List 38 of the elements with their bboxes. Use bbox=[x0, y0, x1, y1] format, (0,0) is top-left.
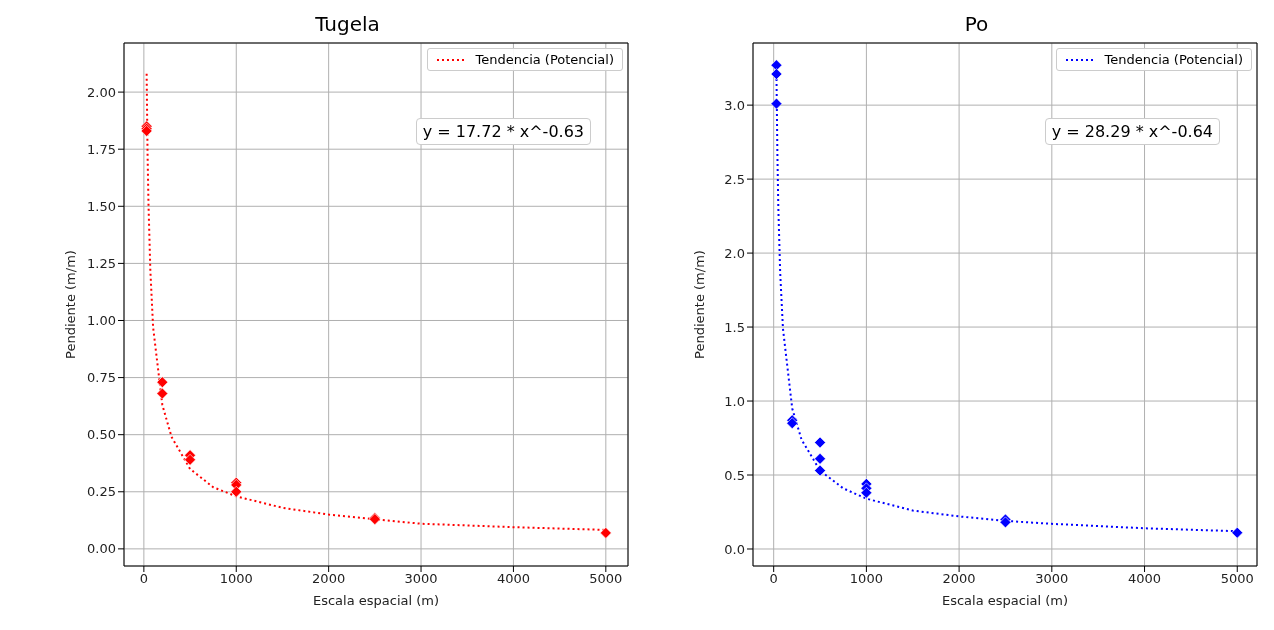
x-tick-label: 5000 bbox=[1220, 571, 1254, 587]
y-tick-label: 0.5 bbox=[724, 467, 745, 483]
y-tick-label: 0.75 bbox=[87, 370, 116, 386]
x-tick-label: 3000 bbox=[1035, 571, 1069, 587]
x-tick-label: 0 bbox=[769, 571, 778, 587]
chart-title: Tugela bbox=[314, 12, 381, 36]
legend-label: Tendencia (Potencial) bbox=[475, 52, 614, 67]
y-tick-label: 0.0 bbox=[724, 541, 745, 557]
y-axis-title: Pendiente (m/m) bbox=[691, 250, 707, 359]
y-tick-label: 1.5 bbox=[724, 319, 745, 335]
y-tick-label: 1.00 bbox=[87, 313, 116, 329]
y-tick-label: 0.50 bbox=[87, 427, 116, 443]
x-tick-label: 3000 bbox=[404, 571, 438, 587]
x-tick-label: 1000 bbox=[219, 571, 253, 587]
y-tick-label: 1.25 bbox=[87, 256, 116, 272]
y-tick-label: 1.75 bbox=[87, 141, 116, 157]
x-axis-title: Escala espacial (m) bbox=[941, 593, 1069, 609]
x-tick-label: 2000 bbox=[942, 571, 976, 587]
y-tick-label: 2.0 bbox=[724, 245, 745, 261]
y-tick-label: 1.0 bbox=[724, 393, 745, 409]
chart-title: Po bbox=[963, 12, 990, 36]
y-tick-label: 2.00 bbox=[87, 84, 116, 100]
x-tick-label: 4000 bbox=[496, 571, 530, 587]
y-axis-title: Pendiente (m/m) bbox=[62, 250, 78, 359]
x-tick-label: 0 bbox=[139, 571, 148, 587]
x-tick-label: 5000 bbox=[589, 571, 623, 587]
y-tick-label: 2.5 bbox=[724, 171, 745, 187]
annotation: y = 28.29 * x^-0.64 bbox=[1044, 118, 1220, 145]
legend-label: Tendencia (Potencial) bbox=[1104, 52, 1243, 67]
x-tick-label: 1000 bbox=[849, 571, 883, 587]
x-tick-label: 2000 bbox=[312, 571, 346, 587]
y-tick-label: 3.0 bbox=[724, 97, 745, 113]
y-tick-label: 0.00 bbox=[87, 541, 116, 557]
x-tick-label: 4000 bbox=[1127, 571, 1162, 587]
y-tick-label: 0.25 bbox=[87, 484, 116, 500]
annotation: y = 17.72 * x^-0.63 bbox=[415, 118, 591, 145]
y-tick-label: 1.50 bbox=[87, 198, 116, 214]
x-axis-title: Escala espacial (m) bbox=[312, 593, 440, 609]
